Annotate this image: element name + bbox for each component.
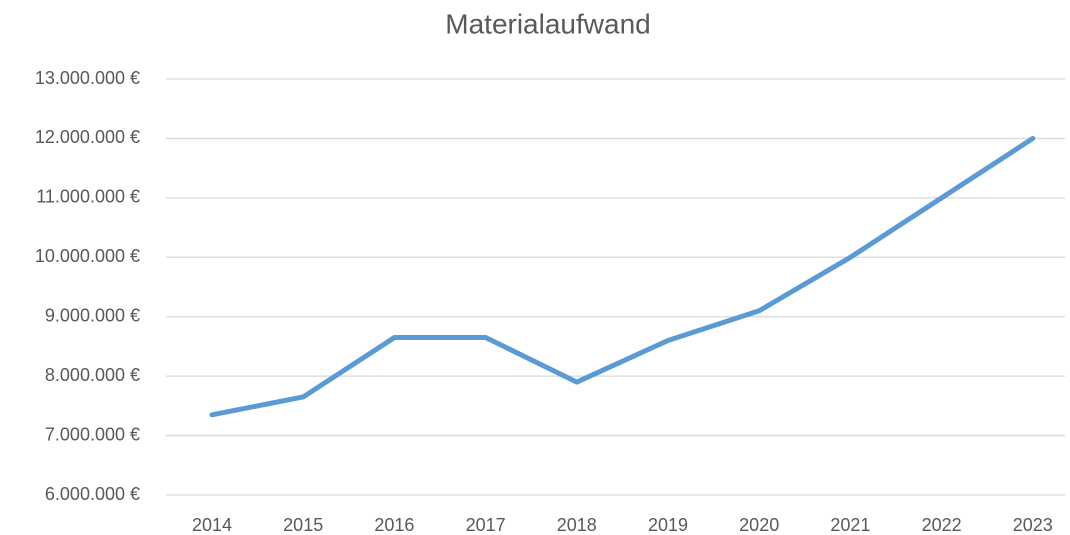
- y-tick-label: 7.000.000 €: [45, 424, 140, 444]
- y-tick-label: 12.000.000 €: [35, 127, 140, 147]
- y-tick-label: 6.000.000 €: [45, 484, 140, 504]
- x-tick-label: 2022: [922, 515, 962, 535]
- data-line: [209, 135, 1036, 418]
- x-tick-label: 2018: [557, 515, 597, 535]
- y-tick-label: 11.000.000 €: [36, 187, 140, 207]
- x-tick-label: 2020: [739, 515, 779, 535]
- y-tick-label: 10.000.000 €: [35, 246, 140, 266]
- x-tick-label: 2021: [830, 515, 870, 535]
- chart-title: Materialaufwand: [445, 8, 650, 39]
- x-tick-label: 2014: [192, 515, 232, 535]
- y-tick-label: 9.000.000 €: [45, 305, 140, 325]
- y-tick-label: 8.000.000 €: [45, 365, 140, 385]
- y-tick-label: 13.000.000 €: [35, 68, 140, 88]
- x-tick-label: 2016: [374, 515, 414, 535]
- x-tick-label: 2015: [283, 515, 323, 535]
- x-tick-label: 2023: [1013, 515, 1053, 535]
- x-tick-label: 2019: [648, 515, 688, 535]
- x-tick-label: 2017: [466, 515, 506, 535]
